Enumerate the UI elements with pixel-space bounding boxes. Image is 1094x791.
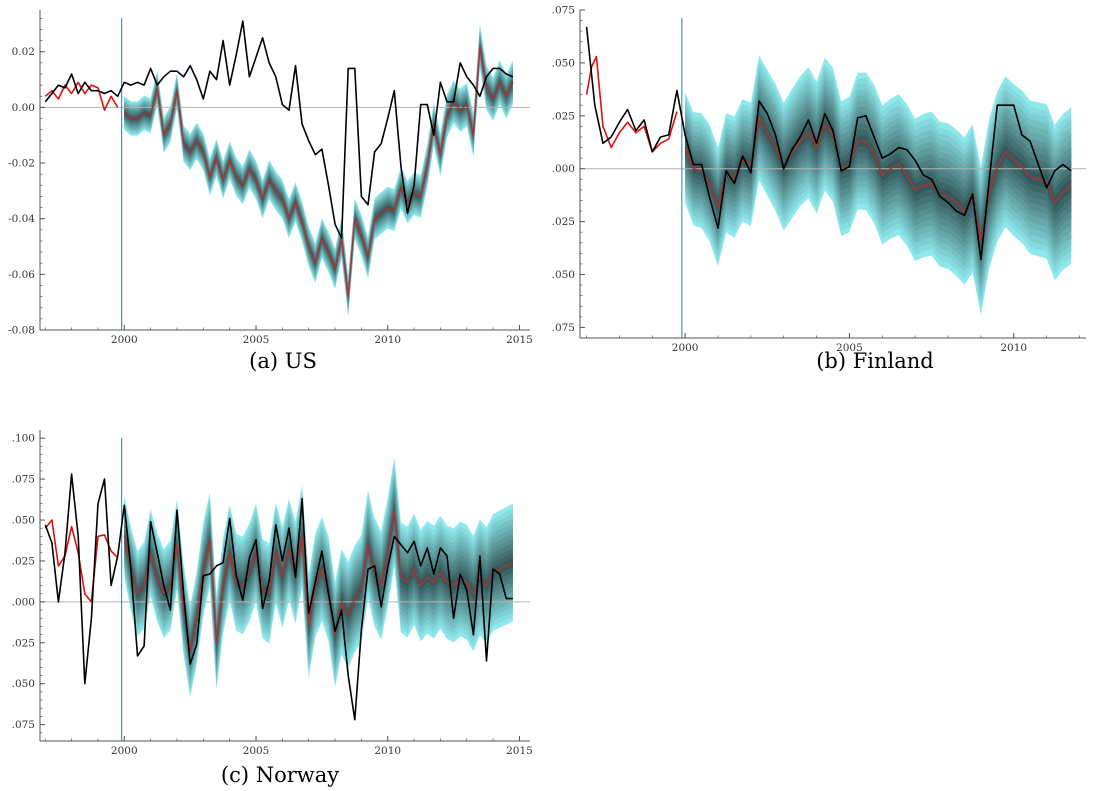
y-tick-label: .075 — [552, 322, 575, 334]
forecast-fan-bands — [124, 24, 513, 318]
y-tick-label: -0.08 — [8, 325, 35, 337]
chart-us: 0.02 0.00 -0.02 -0.04 -0.06 -0.08 2000 2005 2010… — [8, 10, 533, 346]
x-tick-label: 2005 — [243, 334, 270, 346]
y-tick-label: .025 — [552, 216, 575, 228]
y-tick-label: -0.02 — [8, 158, 35, 170]
y-tick-label: .075 — [12, 474, 35, 486]
series-fitted-forecast-line — [684, 117, 1072, 242]
y-tick-label: .050 — [12, 678, 35, 690]
x-tick-label: 2010 — [374, 745, 401, 757]
chart-panel-norway: .100 .075 .050 .025 .000 .025 .050 .075 2000 2005… — [0, 420, 545, 760]
forecast-fan-bands — [685, 55, 1072, 315]
y-tick-label: .025 — [12, 637, 35, 649]
forecast-band-11 — [124, 26, 513, 316]
caption-us: (a) US — [249, 349, 317, 373]
x-tick-label: 2000 — [111, 334, 138, 346]
series-actual-line — [44, 20, 514, 239]
y-tick-label: .075 — [552, 5, 575, 17]
y-tick-label: .025 — [552, 110, 575, 122]
series-fitted-line — [585, 55, 678, 153]
caption-norway: (c) Norway — [220, 763, 340, 787]
series-fitted-forecast-line — [123, 45, 514, 298]
y-tick-label: 0.00 — [12, 102, 35, 114]
y-tick-label: -0.06 — [8, 269, 35, 281]
chart-norway: .100 .075 .050 .025 .000 .025 .050 .075 2000 2005… — [12, 430, 533, 757]
x-tick-label: 2015 — [506, 745, 533, 757]
x-tick-label: 2005 — [243, 745, 270, 757]
y-tick-label: .025 — [12, 555, 35, 567]
x-tick-label: 2000 — [672, 342, 699, 354]
y-tick-label: .075 — [12, 719, 35, 731]
series-fitted-line — [44, 519, 119, 603]
forecast-band-1 — [124, 507, 513, 655]
x-tick-label: 2010 — [1000, 342, 1027, 354]
y-tick-label: .050 — [12, 515, 35, 527]
x-tick-label: 2005 — [836, 342, 863, 354]
y-tick-label: .100 — [12, 433, 35, 445]
x-tick-label: 2000 — [111, 745, 138, 757]
y-tick-label: .050 — [552, 269, 575, 281]
series-actual-line — [44, 473, 513, 721]
y-tick-label: .000 — [12, 596, 35, 608]
y-tick-label: .000 — [552, 163, 575, 175]
chart-panel-us: 0.02 0.00 -0.02 -0.04 -0.06 -0.08 2000 2005 2010… — [0, 0, 545, 350]
y-tick-label: 0.02 — [12, 46, 35, 58]
x-tick-label: 2010 — [374, 334, 401, 346]
y-tick-label: -0.04 — [8, 213, 35, 225]
y-tick-label: .050 — [552, 57, 575, 69]
caption-finland: (b) Finland — [816, 349, 934, 373]
forecast-band-12 — [124, 24, 513, 318]
x-tick-label: 2015 — [506, 334, 533, 346]
series-actual-line — [585, 26, 1072, 261]
chart-finland: .075 .050 .025 .000 .025 .050 .075 2000 2005 2010 — [552, 5, 1086, 354]
chart-panel-finland: .075 .050 .025 .000 .025 .050 .075 2000 2005 2010 — [546, 0, 1094, 354]
forecast-band-10 — [124, 27, 513, 314]
